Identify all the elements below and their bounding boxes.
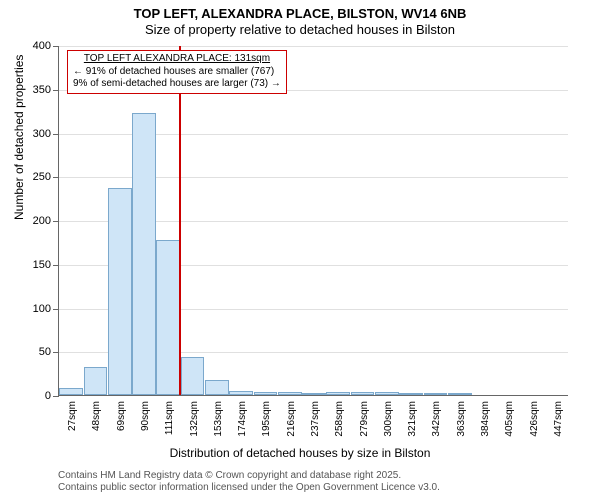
annotation-line2: 9% of semi-detached houses are larger (7…	[73, 78, 281, 91]
x-tick-label: 258sqm	[334, 401, 345, 437]
x-tick-label: 216sqm	[286, 401, 297, 437]
histogram-bar	[181, 357, 205, 395]
y-tick-label: 250	[33, 171, 51, 183]
x-tick-label: 384sqm	[480, 401, 491, 437]
annotation-title: TOP LEFT ALEXANDRA PLACE: 131sqm	[73, 53, 281, 66]
x-tick-label: 279sqm	[359, 401, 370, 437]
histogram-bar	[326, 392, 350, 396]
y-tick-label: 400	[33, 40, 51, 52]
histogram-bar	[229, 391, 253, 395]
x-tick-label: 111sqm	[164, 401, 175, 435]
y-tick	[53, 309, 59, 310]
x-tick-label: 132sqm	[189, 401, 200, 437]
histogram-bar	[205, 380, 229, 395]
histogram-bar	[59, 388, 83, 395]
x-tick-label: 300sqm	[383, 401, 394, 437]
x-tick-label: 363sqm	[456, 401, 467, 437]
footnote-line1: Contains HM Land Registry data © Crown c…	[58, 470, 440, 482]
annotation-box: TOP LEFT ALEXANDRA PLACE: 131sqm ← 91% o…	[67, 50, 287, 94]
histogram-bar	[108, 188, 132, 395]
y-tick	[53, 134, 59, 135]
histogram-bar	[351, 392, 375, 395]
y-tick	[53, 46, 59, 47]
y-tick-label: 200	[33, 215, 51, 227]
reference-line	[179, 46, 181, 395]
x-tick-label: 321sqm	[407, 401, 418, 437]
x-tick-label: 447sqm	[553, 401, 564, 437]
y-tick	[53, 396, 59, 397]
annotation-line1: ← 91% of detached houses are smaller (76…	[73, 66, 281, 79]
x-tick-label: 342sqm	[431, 401, 442, 437]
footnote-line2: Contains public sector information licen…	[58, 482, 440, 494]
gridline	[59, 46, 568, 47]
histogram-bar	[424, 393, 448, 395]
x-tick-label: 48sqm	[91, 401, 102, 431]
histogram-bar	[132, 113, 156, 395]
chart-title-line2: Size of property relative to detached ho…	[0, 22, 600, 38]
y-tick	[53, 352, 59, 353]
x-tick-label: 153sqm	[213, 401, 224, 437]
y-tick	[53, 221, 59, 222]
y-tick	[53, 177, 59, 178]
histogram-bar	[278, 392, 302, 395]
x-tick-label: 69sqm	[116, 401, 127, 431]
y-tick-label: 100	[33, 303, 51, 315]
property-size-chart: TOP LEFT, ALEXANDRA PLACE, BILSTON, WV14…	[0, 0, 600, 500]
y-axis-label: Number of detached properties	[12, 55, 26, 220]
x-tick-label: 27sqm	[67, 401, 78, 431]
y-tick-label: 150	[33, 259, 51, 271]
footnote: Contains HM Land Registry data © Crown c…	[58, 470, 440, 494]
x-axis-label: Distribution of detached houses by size …	[0, 446, 600, 460]
y-tick-label: 350	[33, 84, 51, 96]
x-tick-label: 405sqm	[504, 401, 515, 437]
x-tick-label: 90sqm	[140, 401, 151, 431]
histogram-bar	[448, 393, 472, 395]
y-tick-label: 0	[45, 390, 51, 402]
histogram-bar	[254, 392, 278, 396]
x-tick-label: 237sqm	[310, 401, 321, 437]
histogram-bar	[156, 240, 180, 395]
histogram-bar	[302, 393, 326, 395]
chart-title-line1: TOP LEFT, ALEXANDRA PLACE, BILSTON, WV14…	[0, 0, 600, 22]
x-tick-label: 426sqm	[529, 401, 540, 437]
y-tick	[53, 90, 59, 91]
histogram-bar	[399, 393, 423, 395]
histogram-bar	[84, 367, 108, 395]
histogram-bar	[375, 392, 399, 395]
plot-area: 05010015020025030035040027sqm48sqm69sqm9…	[58, 46, 568, 396]
y-tick-label: 300	[33, 128, 51, 140]
x-tick-label: 174sqm	[237, 401, 248, 437]
x-tick-label: 195sqm	[261, 401, 272, 437]
y-tick-label: 50	[39, 346, 51, 358]
y-tick	[53, 265, 59, 266]
